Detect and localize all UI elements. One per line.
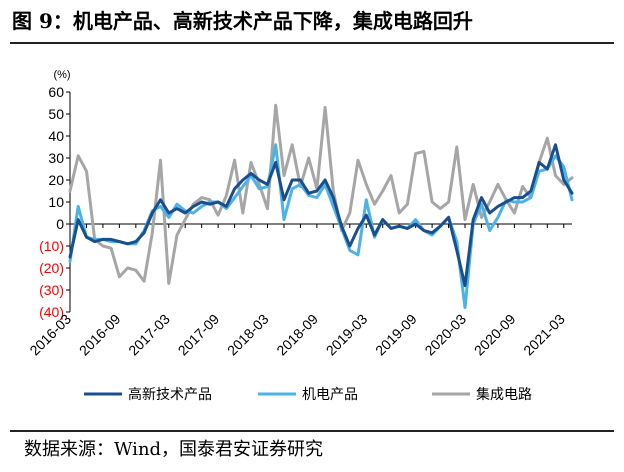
y-tick-label: 40 [48,128,64,144]
y-tick-label: 30 [48,150,64,166]
source-rule [10,430,614,432]
x-tick-label: 2017-03 [125,311,173,359]
figure-title: 图 9：机电产品、高新技术产品下降，集成电路回升 [12,9,473,33]
series-line-3 [68,103,574,285]
legend-label: 集成电路 [476,386,532,402]
y-tick-label: 60 [48,84,64,100]
x-tick-label: 2019-09 [372,311,420,359]
source-note: 数据来源：Wind，国泰君安证券研究 [24,439,324,460]
legend-label: 高新技术产品 [128,386,212,402]
y-tick-label: 0 [56,216,64,232]
y-tick-label: 10 [48,194,64,210]
x-tick-label: 2019-03 [323,311,371,359]
x-tick-label: 2020-09 [471,311,519,359]
y-tick-label: (10) [39,238,64,254]
x-tick-label: 2018-03 [224,311,272,359]
x-tick-label: 2021-03 [520,311,568,359]
x-tick-label: 2016-09 [76,311,124,359]
y-tick-label: (30) [39,282,64,298]
y-tick-label: (20) [39,260,64,276]
legend-label: 机电产品 [302,386,358,402]
x-tick-label: 2017-09 [175,311,223,359]
y-tick-label: (40) [39,304,64,320]
x-tick-label: 2020-03 [421,311,469,359]
title-rule [10,42,614,44]
y-unit-label: (%) [53,69,70,81]
series-line-1 [68,143,574,288]
x-tick-label: 2018-09 [273,311,321,359]
y-tick-label: 20 [48,172,64,188]
y-tick-label: 50 [48,106,64,122]
